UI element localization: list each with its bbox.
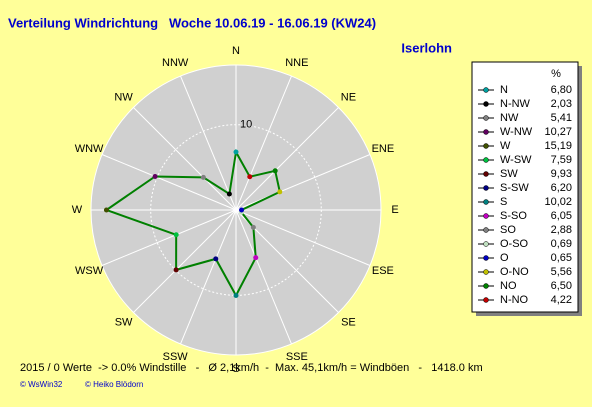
radar-point: [173, 267, 179, 273]
axis-label: E: [391, 204, 398, 216]
legend-label: SO: [500, 224, 516, 236]
spoke: [180, 209, 237, 345]
legend-label: W-NW: [500, 126, 533, 138]
legend-marker: [483, 269, 489, 275]
legend-marker: [483, 101, 489, 107]
chart-subtitle: Iserlohn: [401, 40, 452, 55]
axis-label: SSW: [163, 351, 189, 363]
axis-label: ESE: [372, 265, 394, 277]
axis-label: ENE: [372, 143, 395, 155]
spoke: [101, 209, 237, 266]
legend-marker: [483, 157, 489, 163]
legend-label: W-SW: [500, 154, 532, 166]
axis-label: N: [232, 45, 240, 57]
axis-label: NNE: [285, 57, 308, 69]
legend-marker: [483, 227, 489, 233]
radar-point: [152, 173, 158, 179]
legend-marker: [483, 199, 489, 205]
legend-value: 10,27: [544, 126, 572, 138]
legend-value: 4,22: [551, 294, 572, 306]
spoke: [235, 107, 339, 211]
radar-point: [173, 232, 179, 238]
chart-title: Verteilung Windrichtung Woche 10.06.19 -…: [8, 15, 376, 30]
legend-label: S-SO: [500, 210, 527, 222]
radar-point: [103, 207, 109, 213]
legend-label: SW: [500, 168, 518, 180]
legend-label: NO: [500, 280, 517, 292]
spoke: [101, 154, 237, 211]
legend-marker: [483, 283, 489, 289]
spoke: [235, 209, 292, 345]
radar-point: [277, 189, 283, 195]
legend-value: 5,56: [551, 266, 572, 278]
legend-label: W: [500, 140, 511, 152]
legend-value: 6,05: [551, 210, 572, 222]
legend-value: 7,59: [551, 154, 572, 166]
legend-label: NW: [500, 112, 519, 124]
axis-label: NE: [341, 91, 356, 103]
legend-marker: [483, 143, 489, 149]
radar-point: [253, 255, 259, 261]
radar-point: [247, 174, 253, 180]
axis-label: SSE: [286, 351, 308, 363]
legend-value: 6,80: [551, 84, 572, 96]
legend-label: S-SW: [500, 182, 529, 194]
legend-marker: [483, 129, 489, 135]
legend-value: 2,03: [551, 98, 572, 110]
r-tick-label: 10: [240, 119, 252, 131]
legend-marker: [483, 115, 489, 121]
legend-marker: [483, 87, 489, 93]
axis-label: SE: [341, 316, 356, 328]
radar-point: [250, 224, 256, 230]
legend-marker: [483, 171, 489, 177]
axis-label: WNW: [75, 143, 104, 155]
legend-value: 9,93: [551, 168, 572, 180]
axis-label: NW: [114, 91, 133, 103]
footer: 2015 / 0 Werte -> 0.0% Windstille - Ø 2,…: [20, 362, 483, 374]
spoke: [235, 209, 371, 266]
axis-label: S: [232, 363, 239, 375]
axis-label: W: [72, 204, 83, 216]
credit: © Heiko Blödorn: [85, 380, 143, 389]
legend-marker: [483, 185, 489, 191]
radar-point: [272, 168, 278, 174]
legend-value: 10,02: [544, 196, 572, 208]
legend-marker: [483, 297, 489, 303]
radar-point: [226, 191, 232, 197]
legend-label: N-NO: [500, 294, 529, 306]
axis-label: WSW: [75, 265, 104, 277]
legend-label: O-NO: [500, 266, 529, 278]
radar-point: [233, 292, 239, 298]
legend-value: 0,69: [551, 238, 572, 250]
radar-point: [213, 256, 219, 262]
legend-value: 5,41: [551, 112, 572, 124]
legend-label: O-SO: [500, 238, 529, 250]
credit: © WsWin32: [20, 380, 63, 389]
legend-value: 0,65: [551, 252, 572, 264]
spoke: [133, 209, 237, 313]
legend-label: O: [500, 252, 509, 264]
spoke: [235, 154, 371, 211]
legend-marker: [483, 213, 489, 219]
spoke: [180, 75, 237, 211]
axis-label: SW: [115, 316, 133, 328]
legend-marker: [483, 255, 489, 261]
legend-value: 6,20: [551, 182, 572, 194]
radar-point: [200, 174, 206, 180]
legend-value: 2,88: [551, 224, 572, 236]
legend-value: 6,50: [551, 280, 572, 292]
radar-point: [233, 149, 239, 155]
spoke: [133, 107, 237, 211]
legend-marker: [483, 241, 489, 247]
legend-label: S: [500, 196, 507, 208]
spoke: [235, 75, 292, 211]
legend-label: N: [500, 84, 508, 96]
axis-label: NNW: [162, 57, 189, 69]
legend-label: N-NW: [500, 98, 531, 110]
radar-point: [239, 207, 245, 213]
legend-unit: %: [551, 68, 561, 80]
legend-value: 15,19: [544, 140, 572, 152]
